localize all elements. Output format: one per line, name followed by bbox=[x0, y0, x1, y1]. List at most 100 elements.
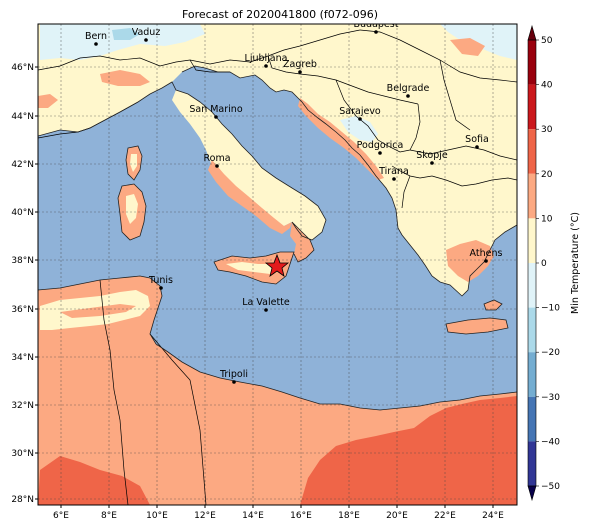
colorbar-extend-top bbox=[527, 24, 537, 41]
colorbar-band bbox=[528, 441, 536, 486]
lat-tick-28: 28°N bbox=[11, 495, 34, 505]
star-icon bbox=[264, 253, 290, 277]
lon-tick-10: 10°E bbox=[146, 511, 168, 521]
colorbar-tick-label: −10 bbox=[541, 304, 560, 314]
city-vaduz: Vaduz bbox=[132, 27, 161, 42]
lat-tick-32: 32°N bbox=[11, 401, 34, 411]
svg-text:Budapest: Budapest bbox=[354, 19, 399, 30]
svg-text:Sofia: Sofia bbox=[465, 134, 489, 145]
lat-tick-36: 36°N bbox=[11, 305, 34, 315]
colorbar-ticks: 50 40 30 20 10 0 −10 −20 −30 −40 −50 bbox=[536, 36, 560, 492]
city-ljubljana: Ljubljana bbox=[245, 53, 288, 68]
colorbar-band bbox=[528, 40, 536, 85]
adriatic-coast-warm bbox=[298, 98, 384, 180]
svg-text:Tripoli: Tripoli bbox=[219, 369, 248, 380]
lat-tick-42: 42°N bbox=[11, 160, 34, 170]
city-markers: Bern Vaduz Budapest Ljubljana Zagreb Bel… bbox=[85, 19, 503, 384]
colorbar-band bbox=[528, 307, 536, 353]
svg-text:Roma: Roma bbox=[203, 153, 230, 164]
svg-text:Tirana: Tirana bbox=[378, 166, 409, 177]
city-sarajevo: Sarajevo bbox=[339, 106, 381, 121]
lat-tick-46: 46°N bbox=[11, 63, 34, 73]
lon-axis: 6°E 8°E 10°E 12°E 14°E 16°E 18°E 20°E 22… bbox=[53, 505, 504, 521]
colorbar-band bbox=[528, 129, 536, 174]
city-tripoli: Tripoli bbox=[219, 369, 248, 384]
map-title: Forecast of 2020041800 (f072-096) bbox=[182, 8, 378, 21]
svg-text:Zagreb: Zagreb bbox=[283, 59, 317, 70]
map-plot-area: Bern Vaduz Budapest Ljubljana Zagreb Bel… bbox=[38, 19, 517, 505]
colorbar-band bbox=[528, 173, 536, 219]
coastlines bbox=[38, 65, 517, 411]
city-sofia: Sofia bbox=[465, 134, 489, 149]
city-zagreb: Zagreb bbox=[283, 59, 317, 74]
svg-text:Tunis: Tunis bbox=[148, 275, 173, 286]
colorbar-label: Min Temperature (°C) bbox=[570, 212, 581, 314]
lat-tick-30: 30°N bbox=[11, 449, 34, 459]
lat-tick-40: 40°N bbox=[11, 208, 34, 218]
city-podgorica: Podgorica bbox=[357, 140, 404, 155]
city-skopje: Skopje bbox=[416, 150, 448, 165]
colorbar-extend-bottom bbox=[527, 485, 537, 502]
country-borders bbox=[38, 29, 517, 505]
lon-tick-22: 22°E bbox=[434, 511, 456, 521]
land-calabria bbox=[290, 222, 314, 262]
svg-text:Athens: Athens bbox=[470, 248, 503, 259]
city-roma: Roma bbox=[203, 153, 231, 168]
city-bern: Bern bbox=[85, 31, 107, 46]
land-corsica-core bbox=[130, 154, 137, 172]
lat-axis: 46°N 44°N 42°N 40°N 38°N 36°N 34°N 32°N … bbox=[11, 63, 38, 505]
land-sahara-warm bbox=[38, 456, 150, 505]
colorbar-tick-label: −40 bbox=[541, 437, 560, 447]
colorbar-band bbox=[528, 396, 536, 442]
land-crete bbox=[446, 318, 508, 334]
city-la-valette: La Valette bbox=[242, 297, 290, 312]
svg-text:Ljubljana: Ljubljana bbox=[245, 53, 288, 64]
colorbar-tick-label: 40 bbox=[541, 81, 553, 91]
lon-tick-14: 14°E bbox=[242, 511, 264, 521]
colorbar-band bbox=[528, 218, 536, 263]
po-valley-warm bbox=[100, 70, 150, 86]
lon-tick-12: 12°E bbox=[194, 511, 216, 521]
bosnia-warm-patch bbox=[450, 38, 485, 56]
svg-text:Podgorica: Podgorica bbox=[357, 140, 404, 151]
colorbar: 50 40 30 20 10 0 −10 −20 −30 −40 −50 Min Temperatu… bbox=[527, 24, 581, 502]
alps-cold-zone bbox=[40, 24, 205, 60]
lon-tick-24: 24°E bbox=[482, 511, 504, 521]
city-tunis: Tunis bbox=[148, 275, 173, 290]
colorbar-tick-label: −30 bbox=[541, 393, 560, 403]
colorbar-band bbox=[528, 84, 536, 130]
west-warm-strip bbox=[38, 94, 58, 108]
lon-tick-6: 6°E bbox=[53, 511, 69, 521]
svg-text:Bern: Bern bbox=[85, 31, 107, 42]
svg-text:Vaduz: Vaduz bbox=[132, 27, 161, 38]
lon-tick-16: 16°E bbox=[290, 511, 312, 521]
colorbar-tick-label: 30 bbox=[541, 125, 553, 135]
alps-very-cold-patch bbox=[112, 28, 140, 40]
city-belgrade: Belgrade bbox=[387, 83, 430, 98]
city-budapest: Budapest bbox=[354, 19, 399, 34]
land-tunisia-cool-inner bbox=[60, 304, 136, 318]
land-libya-warm bbox=[300, 396, 517, 505]
svg-text:La Valette: La Valette bbox=[242, 297, 290, 308]
svg-text:Belgrade: Belgrade bbox=[387, 83, 430, 94]
lat-tick-44: 44°N bbox=[11, 112, 34, 122]
svg-text:San Marino: San Marino bbox=[189, 104, 242, 115]
colorbar-band bbox=[528, 352, 536, 397]
svg-text:Skopje: Skopje bbox=[416, 150, 448, 161]
lon-tick-20: 20°E bbox=[386, 511, 408, 521]
lon-tick-8: 8°E bbox=[101, 511, 117, 521]
lat-tick-34: 34°N bbox=[11, 353, 34, 363]
plot-frame bbox=[37, 23, 518, 506]
colorbar-tick-label: 0 bbox=[541, 259, 547, 269]
colorbar-tick-label: −20 bbox=[541, 348, 560, 358]
land-sardinia-core bbox=[126, 194, 138, 224]
graticule bbox=[38, 24, 517, 505]
lat-tick-38: 38°N bbox=[11, 256, 34, 266]
city-san-marino: San Marino bbox=[189, 104, 243, 119]
northeast-cold-patch bbox=[440, 24, 517, 60]
colorbar-bands bbox=[528, 40, 536, 486]
land-italy-coast-mild bbox=[208, 160, 292, 234]
land-italy bbox=[172, 90, 326, 240]
svg-text:Sarajevo: Sarajevo bbox=[339, 106, 381, 117]
